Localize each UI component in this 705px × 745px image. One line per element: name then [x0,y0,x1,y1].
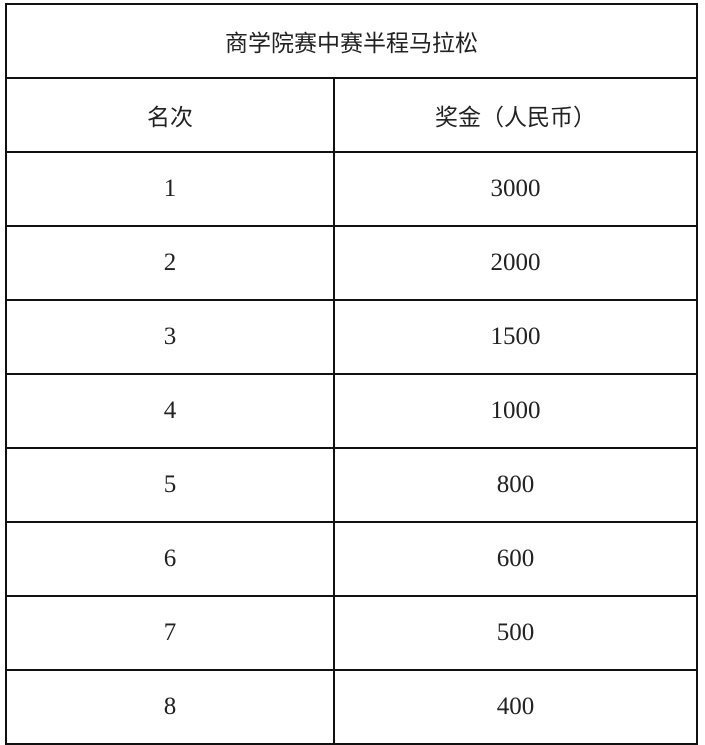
prize-cell: 1000 [333,373,698,449]
table-row: 3 1500 [5,299,698,375]
table-row: 5 800 [5,447,698,523]
table-title: 商学院赛中赛半程马拉松 [5,3,698,79]
prize-cell: 800 [333,447,698,523]
table-row: 2 2000 [5,225,698,301]
prize-cell: 1500 [333,299,698,375]
rank-cell: 8 [5,669,335,745]
rank-cell: 5 [5,447,335,523]
table-row: 8 400 [5,669,698,745]
rank-cell: 1 [5,151,335,227]
header-prize: 奖金（人民币） [333,77,698,153]
prize-cell: 400 [333,669,698,745]
rank-cell: 6 [5,521,335,597]
prize-cell: 600 [333,521,698,597]
table-row: 7 500 [5,595,698,671]
rank-cell: 3 [5,299,335,375]
header-rank: 名次 [5,77,335,153]
prize-cell: 2000 [333,225,698,301]
rank-cell: 4 [5,373,335,449]
prize-table: 商学院赛中赛半程马拉松 名次 奖金（人民币） 1 3000 2 2000 3 1500… [5,3,698,745]
prize-cell: 3000 [333,151,698,227]
header-row: 名次 奖金（人民币） [5,77,698,153]
rank-cell: 2 [5,225,335,301]
rank-cell: 7 [5,595,335,671]
table-row: 1 3000 [5,151,698,227]
table-row: 6 600 [5,521,698,597]
prize-cell: 500 [333,595,698,671]
table-row: 4 1000 [5,373,698,449]
